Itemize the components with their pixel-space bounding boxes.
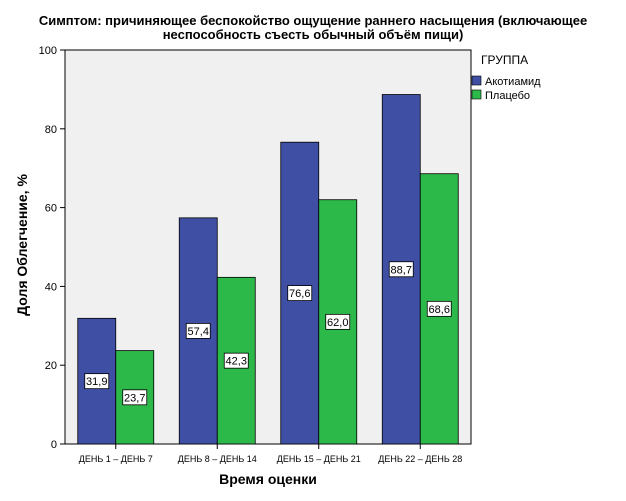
x-axis-title: Время оценки (219, 471, 317, 487)
data-label-box (223, 352, 249, 369)
data-label-box (287, 285, 313, 301)
x-tick-label: ДЕНЬ 8 – ДЕНЬ 14 (178, 454, 257, 464)
chart-title-line2: неспособность съесть обычный объём пищи) (163, 27, 464, 42)
data-label-box (426, 300, 452, 317)
y-tick-label: 0 (51, 439, 57, 451)
legend-swatch-akotiamid (471, 75, 482, 86)
data-label: 76,6 (289, 288, 310, 300)
legend-title: ГРУППА (481, 53, 528, 67)
data-label-box (185, 323, 211, 339)
y-tick-label: 60 (45, 203, 57, 215)
data-label: 23,7 (124, 392, 145, 404)
y-axis-ticks: 0 20 40 60 80 100 (39, 45, 65, 451)
data-labels: 31,9 23,7 57,4 42,3 76,6 62,0 88,7 68,6 (84, 261, 452, 406)
y-tick-label: 20 (45, 360, 57, 372)
y-axis-title: Доля Облегчение, % (14, 174, 30, 316)
x-tick-label: ДЕНЬ 1 – ДЕНЬ 7 (79, 454, 153, 464)
data-label-box (84, 373, 110, 390)
data-label: 57,4 (188, 326, 209, 338)
legend-label-akotiamid: Акотиамид (485, 76, 541, 88)
x-axis-ticks: ДЕНЬ 1 – ДЕНЬ 7 ДЕНЬ 8 – ДЕНЬ 14 ДЕНЬ 15 –… (79, 444, 462, 464)
y-tick-label: 80 (45, 124, 57, 136)
data-label: 88,7 (391, 264, 412, 276)
data-label-box (122, 389, 148, 406)
legend-swatch-placebo (471, 89, 482, 100)
data-label: 42,3 (226, 356, 247, 368)
x-tick-label: ДЕНЬ 22 – ДЕНЬ 28 (378, 454, 462, 464)
data-label: 68,6 (429, 304, 450, 316)
y-tick-label: 40 (45, 281, 57, 293)
data-label-box (325, 313, 351, 330)
legend: ГРУППА Акотиамид Плацебо (471, 53, 541, 102)
x-tick-label: ДЕНЬ 15 – ДЕНЬ 21 (277, 454, 361, 464)
legend-label-placebo: Плацебо (485, 90, 530, 102)
data-label: 62,0 (327, 317, 348, 329)
chart-title-line1: Симптом: причиняющее беспокойство ощущен… (39, 13, 587, 28)
y-tick-label: 100 (39, 45, 57, 57)
data-label-box (388, 261, 414, 278)
data-label: 31,9 (86, 376, 107, 388)
